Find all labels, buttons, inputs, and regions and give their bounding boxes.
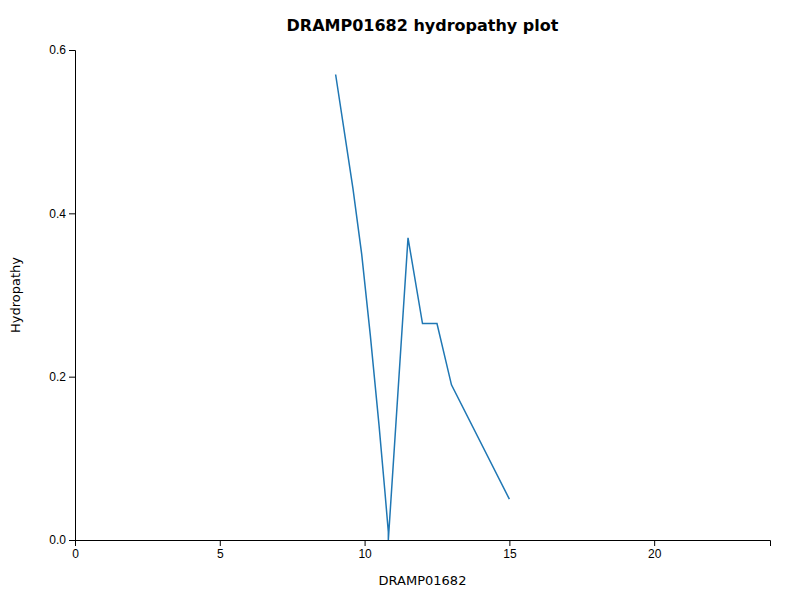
title: DRAMP01682 hydropathy plot (287, 16, 559, 35)
tick-mark (69, 540, 75, 541)
tick-label: 0 (72, 547, 79, 561)
tick: 0.0 (49, 533, 75, 547)
line (336, 75, 510, 541)
tick-mark (69, 50, 75, 51)
tick: 15 (503, 540, 517, 561)
tick: 0.4 (49, 207, 75, 221)
tick-label: 20 (648, 547, 662, 561)
x-axis: 0 5 10 15 20 (72, 540, 770, 561)
axis-line (76, 541, 771, 547)
tick-mark (365, 540, 366, 546)
axis-line (69, 51, 76, 541)
tick: 0 (72, 540, 79, 561)
tick-label: 10 (358, 547, 372, 561)
tick-label: 15 (503, 547, 517, 561)
x-axis-title: DRAMP01682 (379, 573, 467, 588)
marks (336, 75, 510, 541)
tick-label: 5 (217, 547, 224, 561)
tick: 0.2 (49, 370, 75, 384)
y-axis: 0.0 0.2 0.4 0.6 (49, 43, 75, 547)
chart: 0 5 10 15 20 0.0 0.2 0.4 0.6 DRAMP01682 hydropath… (0, 0, 800, 600)
tick-label: 0.6 (49, 43, 66, 57)
tick-label: 0.4 (49, 207, 66, 221)
tick: 20 (648, 540, 662, 561)
tick: 0.6 (49, 43, 75, 57)
plot-area: 0 5 10 15 20 0.0 0.2 0.4 0.6 (49, 43, 770, 560)
tick: 10 (358, 540, 372, 561)
tick-mark (69, 377, 75, 378)
y-axis-title: Hydropathy (8, 257, 23, 333)
tick-mark (654, 540, 655, 546)
tick: 5 (217, 540, 224, 561)
tick-mark (69, 213, 75, 214)
tick-mark (509, 540, 510, 546)
tick-mark (220, 540, 221, 546)
tick-label: 0.2 (49, 370, 66, 384)
tick-label: 0.0 (49, 533, 66, 547)
